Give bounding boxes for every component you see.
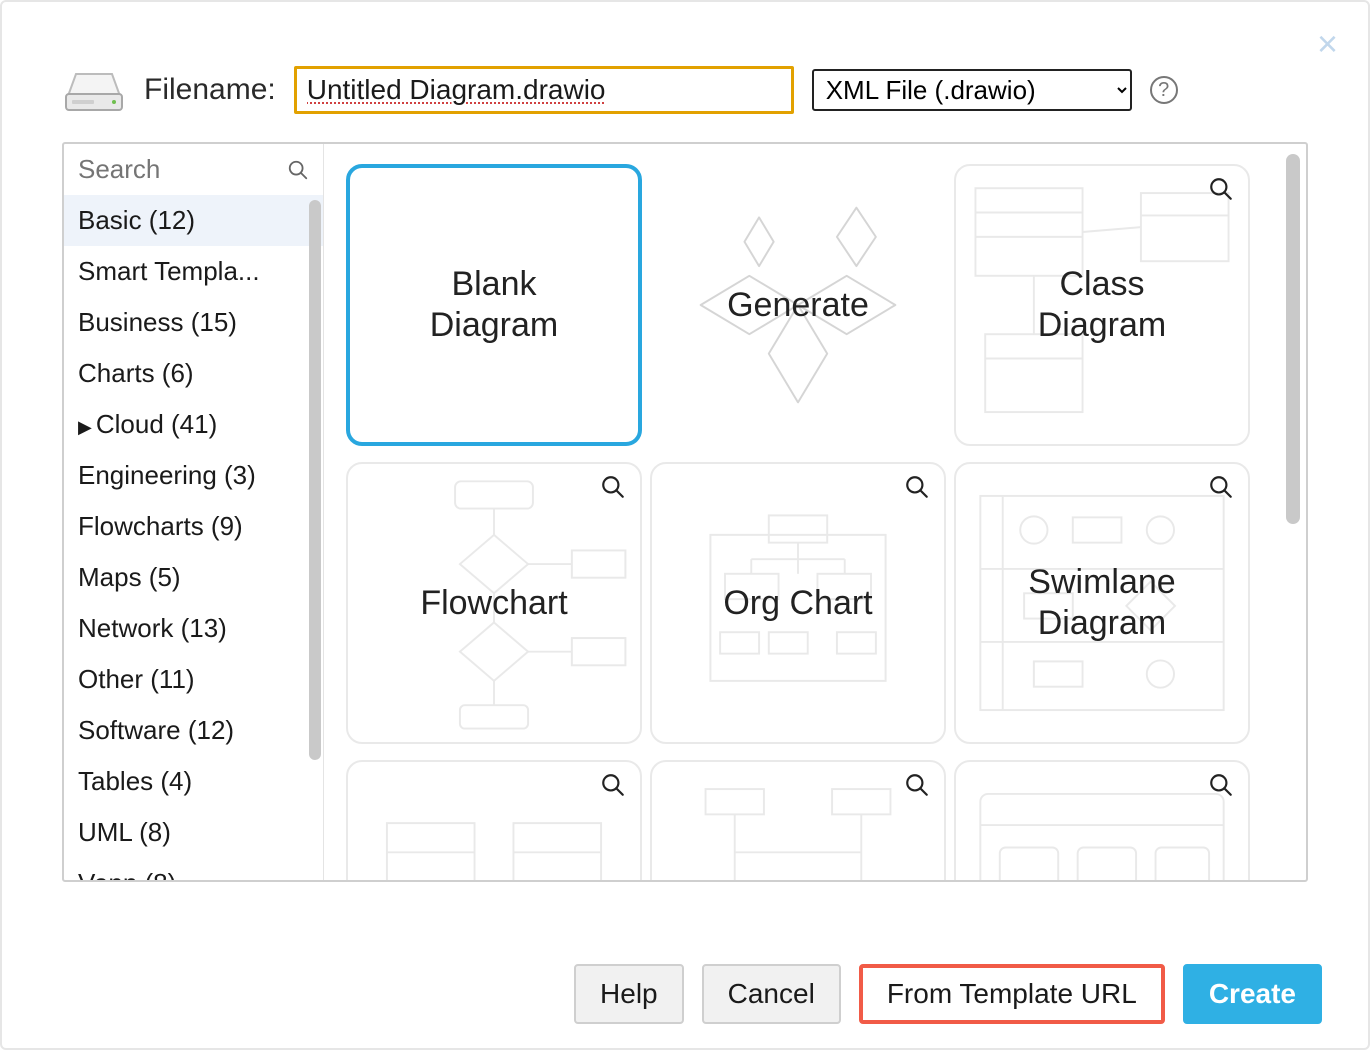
category-label: Software (12) — [78, 715, 234, 745]
search-input[interactable] — [78, 154, 268, 185]
from-template-url-button[interactable]: From Template URL — [859, 964, 1165, 1024]
template-browser: Basic (12) Smart Templa... Business (15) Ch… — [62, 142, 1308, 882]
category-label: Engineering (3) — [78, 460, 256, 490]
template-thumbnail — [652, 762, 944, 880]
category-label: Network (13) — [78, 613, 227, 643]
template-grid-area: Blank Diagram Generate Class Diagram Flowch… — [324, 144, 1306, 880]
category-label: Charts (6) — [78, 358, 194, 388]
category-item[interactable]: Smart Templa... — [64, 246, 323, 297]
create-button[interactable]: Create — [1183, 964, 1322, 1024]
category-label: Tables (4) — [78, 766, 192, 796]
template-tile[interactable]: Org Chart — [650, 462, 946, 744]
storage-drive-icon — [62, 66, 126, 114]
template-tile[interactable]: Flowchart — [346, 462, 642, 744]
category-item[interactable]: Software (12) — [64, 705, 323, 756]
help-button[interactable]: Help — [574, 964, 684, 1024]
sidebar-scrollbar-thumb[interactable] — [309, 200, 321, 760]
zoom-icon[interactable] — [600, 474, 626, 505]
cancel-button[interactable]: Cancel — [702, 964, 841, 1024]
category-label: Other (11) — [78, 664, 195, 694]
template-tile[interactable]: Blank Diagram — [346, 164, 642, 446]
zoom-icon[interactable] — [904, 474, 930, 505]
template-label: Class Diagram — [1038, 264, 1166, 346]
zoom-icon[interactable] — [600, 772, 626, 803]
zoom-icon[interactable] — [1208, 176, 1234, 207]
category-item[interactable]: Venn (8) — [64, 858, 323, 880]
filename-label: Filename: — [144, 73, 276, 107]
category-item[interactable]: Engineering (3) — [64, 450, 323, 501]
zoom-icon[interactable] — [1208, 772, 1234, 803]
category-label: Flowcharts (9) — [78, 511, 243, 541]
category-label: Basic (12) — [78, 205, 195, 235]
search-row — [64, 144, 323, 195]
dialog-buttons: Help Cancel From Template URL Create — [574, 964, 1322, 1024]
template-label: Blank Diagram — [430, 264, 558, 346]
expand-caret-icon: ▶ — [78, 417, 92, 438]
category-label: Business (15) — [78, 307, 237, 337]
category-item[interactable]: Network (13) — [64, 603, 323, 654]
template-tile[interactable]: Sequence — [650, 760, 946, 880]
category-label: Venn (8) — [78, 868, 176, 880]
category-item[interactable]: Basic (12) — [64, 195, 323, 246]
category-item[interactable]: Other (11) — [64, 654, 323, 705]
search-icon[interactable] — [287, 159, 309, 181]
filetype-select[interactable]: XML File (.drawio) — [812, 69, 1132, 111]
template-grid: Blank Diagram Generate Class Diagram Flowch… — [346, 164, 1288, 880]
template-label: Generate — [727, 285, 869, 326]
template-tile[interactable]: Swimlane Diagram — [954, 462, 1250, 744]
category-label: Maps (5) — [78, 562, 181, 592]
category-label: UML (8) — [78, 817, 171, 847]
category-item[interactable]: Business (15) — [64, 297, 323, 348]
template-thumbnail — [348, 762, 640, 880]
category-sidebar: Basic (12) Smart Templa... Business (15) Ch… — [64, 144, 324, 880]
category-label: Cloud (41) — [96, 409, 217, 439]
template-thumbnail — [956, 762, 1248, 880]
category-item[interactable]: ▶Cloud (41) — [64, 399, 323, 450]
category-item[interactable]: UML (8) — [64, 807, 323, 858]
zoom-icon[interactable] — [1208, 474, 1234, 505]
template-label: Org Chart — [723, 583, 872, 624]
template-tile[interactable]: Generate — [650, 164, 946, 446]
category-item[interactable]: Charts (6) — [64, 348, 323, 399]
template-label: Swimlane Diagram — [1028, 562, 1175, 644]
template-tile[interactable]: Simple — [954, 760, 1250, 880]
filename-row: Filename: XML File (.drawio) ? — [42, 26, 1328, 142]
category-label: Smart Templa... — [78, 256, 260, 286]
filename-input[interactable] — [294, 66, 794, 114]
close-icon[interactable]: × — [1317, 26, 1338, 62]
category-item[interactable]: Maps (5) — [64, 552, 323, 603]
help-icon[interactable]: ? — [1150, 76, 1178, 104]
template-label: Flowchart — [420, 583, 567, 624]
content-scrollbar-thumb[interactable] — [1286, 154, 1300, 524]
template-tile[interactable]: Entity — [346, 760, 642, 880]
category-item[interactable]: Tables (4) — [64, 756, 323, 807]
category-item[interactable]: Flowcharts (9) — [64, 501, 323, 552]
new-diagram-dialog: × Filename: XML File (.drawio) ? Basi — [0, 0, 1370, 1050]
template-tile[interactable]: Class Diagram — [954, 164, 1250, 446]
zoom-icon[interactable] — [904, 772, 930, 803]
category-list: Basic (12) Smart Templa... Business (15) Ch… — [64, 195, 323, 880]
